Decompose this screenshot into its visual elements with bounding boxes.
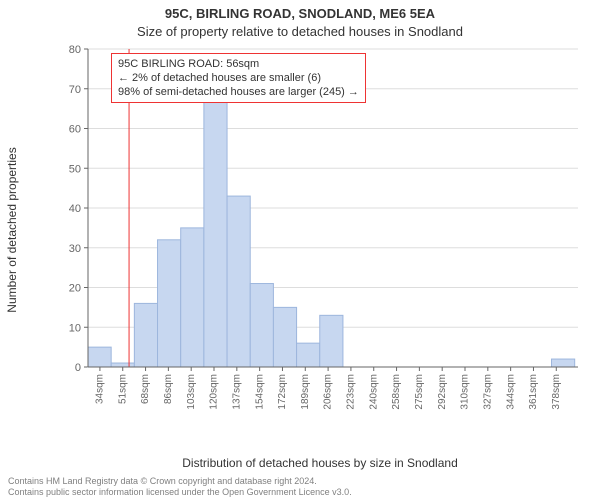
y-axis-label: Number of detached properties bbox=[4, 45, 20, 415]
chart-title-description: Size of property relative to detached ho… bbox=[0, 24, 600, 39]
svg-text:292sqm: 292sqm bbox=[437, 374, 448, 410]
svg-text:275sqm: 275sqm bbox=[414, 374, 425, 410]
chart-title-address: 95C, BIRLING ROAD, SNODLAND, ME6 5EA bbox=[0, 6, 600, 21]
info-box-line2: ← 2% of detached houses are smaller (6) bbox=[118, 71, 359, 85]
svg-text:137sqm: 137sqm bbox=[231, 374, 242, 410]
svg-text:68sqm: 68sqm bbox=[140, 374, 151, 404]
svg-text:40: 40 bbox=[69, 203, 81, 215]
svg-text:86sqm: 86sqm bbox=[163, 374, 174, 404]
svg-text:378sqm: 378sqm bbox=[551, 374, 562, 410]
svg-text:50: 50 bbox=[69, 163, 81, 175]
property-info-box: 95C BIRLING ROAD: 56sqm ← 2% of detached… bbox=[111, 53, 366, 103]
svg-text:30: 30 bbox=[69, 243, 81, 255]
svg-text:206sqm: 206sqm bbox=[323, 374, 334, 410]
svg-text:20: 20 bbox=[69, 283, 81, 295]
svg-text:120sqm: 120sqm bbox=[209, 374, 220, 410]
footer-line1: Contains HM Land Registry data © Crown c… bbox=[8, 476, 592, 487]
svg-text:70: 70 bbox=[69, 84, 81, 96]
svg-text:172sqm: 172sqm bbox=[277, 374, 288, 410]
svg-text:310sqm: 310sqm bbox=[460, 374, 471, 410]
svg-text:361sqm: 361sqm bbox=[528, 374, 539, 410]
svg-text:34sqm: 34sqm bbox=[95, 374, 106, 404]
svg-text:10: 10 bbox=[69, 322, 81, 334]
info-box-line3: 98% of semi-detached houses are larger (… bbox=[118, 85, 359, 99]
svg-text:327sqm: 327sqm bbox=[482, 374, 493, 410]
svg-text:189sqm: 189sqm bbox=[300, 374, 311, 410]
svg-text:103sqm: 103sqm bbox=[186, 374, 197, 410]
svg-text:344sqm: 344sqm bbox=[505, 374, 516, 410]
attribution-footer: Contains HM Land Registry data © Crown c… bbox=[8, 476, 592, 498]
x-axis-label: Distribution of detached houses by size … bbox=[60, 456, 580, 470]
svg-text:240sqm: 240sqm bbox=[368, 374, 379, 410]
svg-text:0: 0 bbox=[75, 362, 81, 374]
svg-text:60: 60 bbox=[69, 124, 81, 136]
svg-text:223sqm: 223sqm bbox=[346, 374, 357, 410]
svg-text:51sqm: 51sqm bbox=[117, 374, 128, 404]
svg-text:258sqm: 258sqm bbox=[391, 374, 402, 410]
svg-text:80: 80 bbox=[69, 45, 81, 56]
footer-line2: Contains public sector information licen… bbox=[8, 487, 592, 498]
info-box-line1: 95C BIRLING ROAD: 56sqm bbox=[118, 57, 359, 71]
svg-text:154sqm: 154sqm bbox=[254, 374, 265, 410]
